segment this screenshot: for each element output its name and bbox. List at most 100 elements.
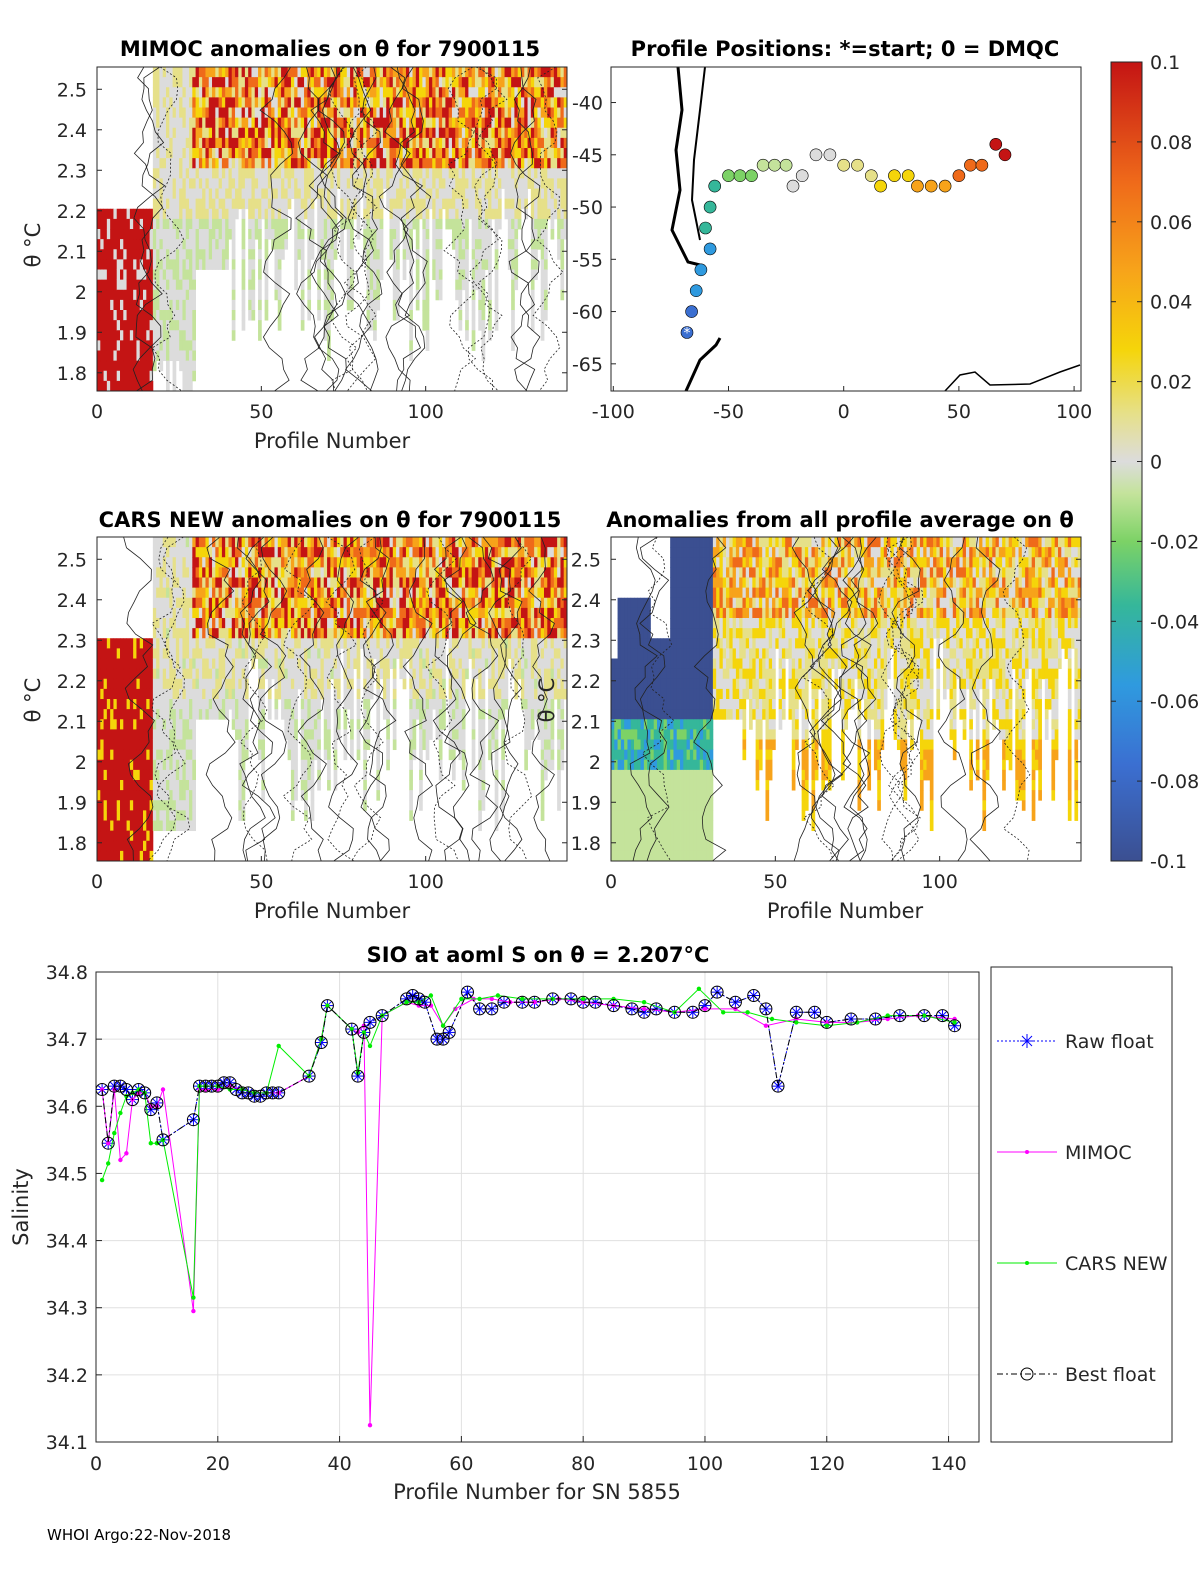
heatmap-cell: [451, 67, 456, 78]
heatmap-cell: [169, 749, 173, 761]
heatmap-cell: [175, 709, 180, 720]
heatmap-cell: [185, 577, 190, 589]
heatmap-cell: [110, 729, 114, 740]
heatmap-cell: [425, 249, 430, 260]
heatmap-cell: [215, 668, 220, 680]
heatmap-cell: [432, 239, 436, 250]
heatmap-cell: [310, 628, 315, 639]
heatmap-cell: [169, 739, 173, 751]
heatmap-cell: [415, 107, 420, 119]
heatmap-cell: [547, 67, 551, 78]
heatmap-cell: [159, 759, 164, 771]
heatmap-cell: [327, 537, 331, 548]
heatmap-cell: [182, 269, 187, 281]
heatmap-cell: [146, 208, 150, 220]
heatmap-cell: [152, 259, 157, 270]
heatmap-cell: [428, 158, 433, 169]
heatmap-cell: [488, 158, 492, 169]
heatmap-cell: [166, 330, 170, 341]
positions-title: Profile Positions: *=start; 0 = DMQC: [631, 37, 1060, 61]
heatmap-cell: [366, 158, 371, 169]
heatmap-cell: [340, 249, 344, 260]
heatmap-cell: [323, 729, 328, 740]
heatmap-cell: [146, 769, 150, 781]
heatmap-cell: [172, 299, 177, 311]
coastline-falklands: [690, 66, 706, 241]
heatmap-cell: [313, 557, 318, 568]
heatmap-cell: [149, 739, 154, 751]
heatmap-cell: [231, 107, 236, 119]
heatmap-cell: [405, 249, 410, 260]
heatmap-cell: [415, 208, 420, 220]
heatmap-cell: [474, 178, 479, 189]
heatmap-cell: [244, 628, 249, 639]
heatmap-cell: [514, 188, 519, 200]
heatmap-cell: [369, 148, 374, 159]
heatmap-cell: [405, 239, 410, 250]
heatmap-cell: [179, 330, 183, 341]
heatmap-cell: [327, 749, 331, 761]
heatmap-cell: [267, 168, 272, 179]
heatmap-cell: [290, 759, 295, 771]
heatmap-cell: [172, 188, 177, 200]
heatmap-cell: [379, 178, 384, 189]
heatmap-cell: [231, 67, 236, 78]
heatmap-cell: [258, 249, 262, 260]
heatmap-cell: [350, 107, 354, 119]
heatmap-cell: [133, 239, 137, 250]
heatmap-cell: [461, 249, 466, 260]
heatmap-cell: [461, 198, 466, 210]
heatmap-cell: [261, 537, 266, 548]
heatmap-cell: [409, 168, 413, 179]
heatmap-cell: [208, 638, 213, 649]
heatmap-cell: [235, 567, 239, 578]
heatmap-cell: [346, 249, 351, 260]
heatmap-cell: [267, 97, 272, 108]
heatmap-cell: [304, 800, 308, 811]
heatmap-cell: [346, 178, 351, 189]
heatmap-cell: [451, 77, 456, 88]
heatmap-cell: [366, 127, 371, 139]
heatmap-cell: [471, 148, 476, 159]
heatmap-cell: [412, 117, 417, 129]
heatmap-cell: [133, 749, 137, 761]
heatmap-cell: [366, 178, 371, 189]
heatmap-cell: [251, 638, 256, 649]
heatmap-cell: [425, 117, 430, 129]
heatmap-cell: [471, 97, 476, 108]
heatmap-cell: [139, 249, 144, 260]
heatmap-cell: [261, 759, 266, 771]
heatmap-cell: [346, 557, 351, 568]
heatmap-cell: [106, 749, 111, 761]
heatmap-cell: [543, 107, 548, 119]
heatmap-cell: [116, 380, 121, 391]
heatmap-cell: [465, 127, 469, 139]
heatmap-cell: [300, 618, 305, 629]
heatmap-cell: [120, 800, 124, 811]
heatmap-cell: [290, 688, 295, 700]
heatmap-cell: [300, 299, 305, 311]
heatmap-cell: [274, 77, 279, 88]
heatmap-cell: [356, 107, 361, 119]
heatmap-cell: [435, 198, 440, 210]
heatmap-cell: [179, 218, 183, 230]
heatmap-cell: [198, 158, 203, 169]
heatmap-cell: [254, 77, 259, 88]
heatmap-cell: [281, 537, 285, 548]
heatmap-cell: [100, 289, 104, 301]
heatmap-cell: [313, 158, 318, 169]
heatmap-cell: [461, 77, 466, 88]
heatmap-cell: [261, 769, 266, 781]
heatmap-cell: [241, 229, 246, 240]
heatmap-cell: [126, 218, 131, 230]
heatmap-cell: [162, 137, 167, 149]
heatmap-cell: [215, 607, 220, 619]
heatmap-cell: [317, 780, 321, 791]
heatmap-cell: [396, 259, 400, 270]
heatmap-cell: [455, 97, 459, 108]
heatmap-cell: [251, 107, 256, 119]
heatmap-cell: [369, 537, 374, 548]
heatmap-cell: [166, 320, 170, 331]
heatmap-cell: [313, 537, 318, 548]
heatmap-cell: [113, 638, 118, 649]
